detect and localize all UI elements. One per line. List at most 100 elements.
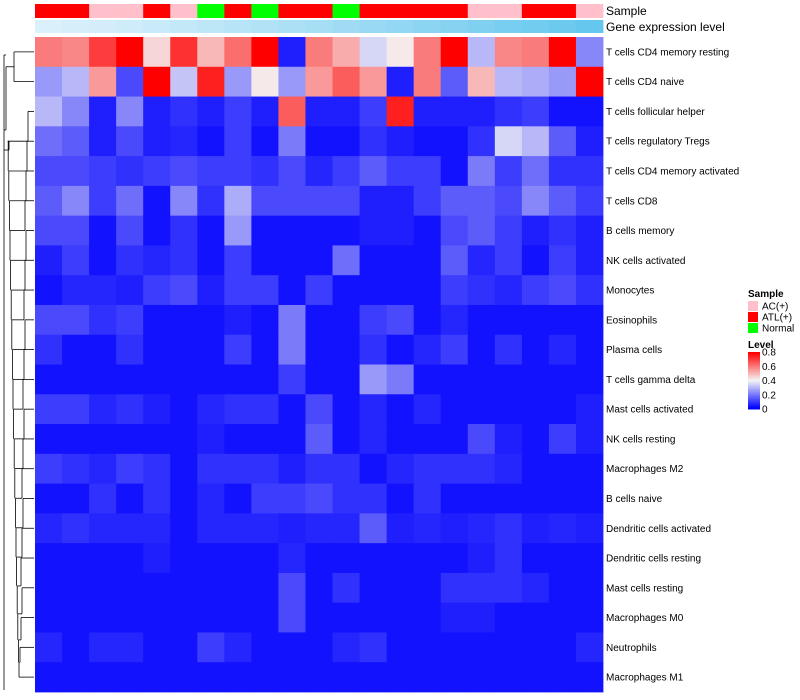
annotation-labels: Sample Gene expression level xyxy=(606,4,725,34)
heatmap-cell xyxy=(575,245,604,276)
heatmap-cell xyxy=(467,543,496,574)
heatmap-cell xyxy=(386,394,415,425)
expression-annotation-cell xyxy=(386,20,415,33)
legend-gradient-step xyxy=(748,357,760,360)
heatmap-cell xyxy=(521,304,550,336)
heatmap-cell xyxy=(62,394,90,425)
heatmap-cell xyxy=(440,245,469,276)
sample-annotation-cell xyxy=(548,4,577,18)
heatmap-cell xyxy=(359,37,388,68)
heatmap-cell xyxy=(413,662,442,693)
heatmap-cell xyxy=(305,632,333,663)
heatmap-cell xyxy=(224,215,252,246)
heatmap-cell xyxy=(278,364,306,395)
heatmap-cell xyxy=(278,245,306,276)
legend-gradient-step xyxy=(748,377,760,380)
row-label: Mast cells activated xyxy=(606,405,693,416)
heatmap-cell xyxy=(35,185,63,217)
heatmap-cell xyxy=(35,453,63,484)
row-label: Neutrophils xyxy=(606,643,657,654)
heatmap-cell xyxy=(332,215,360,246)
heatmap-cell xyxy=(521,66,550,97)
legend-tick-label: 0 xyxy=(762,405,768,416)
expression-annotation-cell xyxy=(305,20,333,33)
heatmap-cell xyxy=(332,334,360,365)
heatmap-cell xyxy=(170,572,198,604)
heatmap-cell xyxy=(116,364,144,395)
expression-annotation-cell xyxy=(224,20,252,33)
heatmap-cell xyxy=(89,66,117,97)
heatmap-cell xyxy=(89,513,117,544)
sample-annotation-cell xyxy=(440,4,469,18)
heatmap-cell xyxy=(494,572,523,604)
heatmap-cell xyxy=(224,126,252,157)
annotation-bars xyxy=(35,4,604,33)
heatmap-cell xyxy=(440,572,469,604)
heatmap-cell xyxy=(413,245,442,276)
legend-gradient-step xyxy=(748,366,760,369)
heatmap-cell xyxy=(224,185,252,217)
heatmap-cell xyxy=(143,424,171,455)
heatmap-cell xyxy=(386,602,415,633)
heatmap-cell xyxy=(35,424,63,455)
heatmap-cell xyxy=(359,543,388,574)
heatmap-cell xyxy=(332,453,360,484)
heatmap-cell xyxy=(440,156,469,187)
legend-gradient-step xyxy=(748,359,760,362)
heatmap-cell xyxy=(467,304,496,336)
legend-gradient-step xyxy=(748,390,760,393)
heatmap-cell xyxy=(413,572,442,604)
heatmap-cell xyxy=(251,245,279,276)
heatmap-cell xyxy=(413,483,442,514)
heatmap-cell xyxy=(197,453,225,484)
row-label: Dendritic cells activated xyxy=(606,524,711,535)
heatmap-cells xyxy=(35,37,604,693)
heatmap-cell xyxy=(143,66,171,97)
row-label: Monocytes xyxy=(606,286,654,297)
heatmap-cell xyxy=(89,483,117,514)
heatmap-cell xyxy=(467,126,496,157)
heatmap-cell xyxy=(224,37,252,68)
heatmap-cell xyxy=(305,394,333,425)
heatmap-cell xyxy=(575,453,604,484)
heatmap-cell xyxy=(89,215,117,246)
heatmap-cell xyxy=(386,156,415,187)
heatmap-cell xyxy=(494,245,523,276)
heatmap-cell xyxy=(305,424,333,455)
heatmap-cell xyxy=(305,304,333,336)
heatmap-cell xyxy=(548,394,577,425)
heatmap-cell xyxy=(467,96,496,127)
heatmap-cell xyxy=(116,245,144,276)
heatmap-cell xyxy=(332,245,360,276)
legend-gradient-step xyxy=(748,380,760,383)
heatmap-cell xyxy=(386,364,415,395)
heatmap-cell xyxy=(332,304,360,336)
expression-annotation-cell xyxy=(170,20,198,33)
row-label: T cells CD4 memory activated xyxy=(606,166,739,177)
heatmap-cell xyxy=(386,483,415,514)
heatmap-cell xyxy=(575,334,604,365)
legend-tick-label: 0.8 xyxy=(762,348,776,359)
heatmap-cell xyxy=(467,513,496,544)
heatmap-cell xyxy=(494,662,523,693)
heatmap-cell xyxy=(278,394,306,425)
legend-tick-label: 0.6 xyxy=(762,362,776,373)
heatmap-cell xyxy=(521,453,550,484)
expression-annotation-cell xyxy=(494,20,523,33)
heatmap-cell xyxy=(197,424,225,455)
heatmap-cell xyxy=(521,364,550,395)
heatmap-cell xyxy=(224,513,252,544)
heatmap-cell xyxy=(521,632,550,663)
heatmap-cell xyxy=(467,602,496,633)
sample-annotation-cell xyxy=(251,4,279,18)
heatmap-cell xyxy=(62,632,90,663)
heatmap-cell xyxy=(116,304,144,336)
heatmap-cell xyxy=(89,394,117,425)
sample-annotation-cell xyxy=(413,4,442,18)
heatmap-cell xyxy=(62,304,90,336)
legend-gradient-step xyxy=(748,397,760,400)
heatmap-cell xyxy=(440,632,469,663)
heatmap-cell xyxy=(251,334,279,365)
heatmap-cell xyxy=(359,394,388,425)
